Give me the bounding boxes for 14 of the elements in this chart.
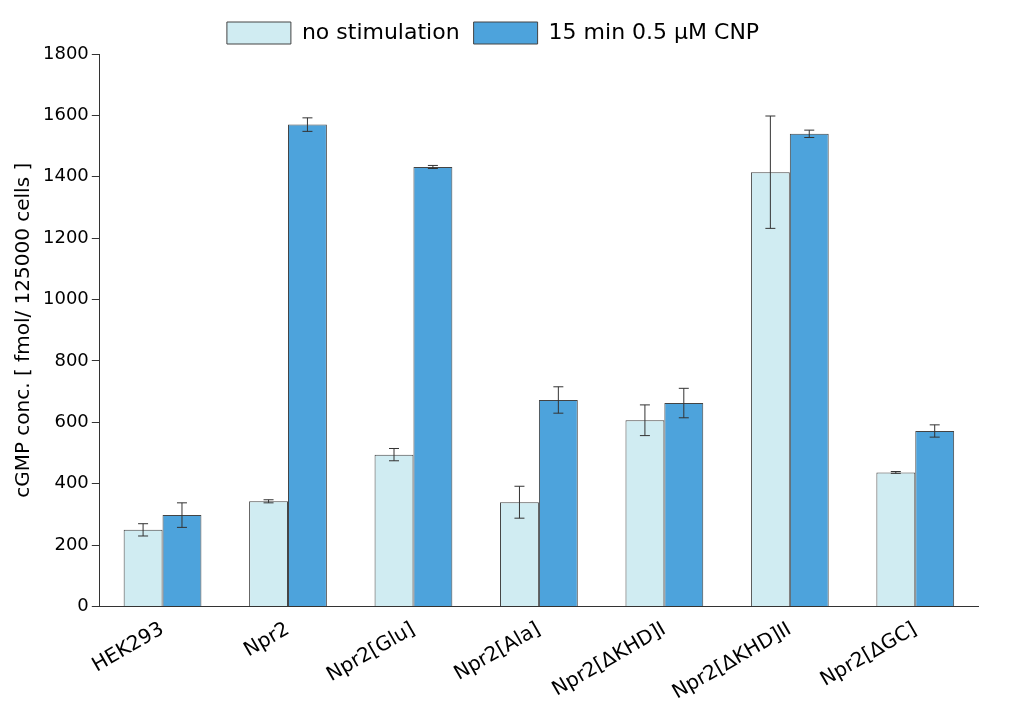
y-tick-label: 200 xyxy=(54,532,89,554)
y-tick-label: 600 xyxy=(54,410,89,432)
y-tick-label: 400 xyxy=(54,471,89,493)
y-tick-label: 1600 xyxy=(43,103,89,125)
y-tick-label: 0 xyxy=(77,594,89,616)
legend-label: no stimulation xyxy=(301,18,460,44)
y-tick-label: 1400 xyxy=(43,164,89,186)
legend-label: 15 min 0.5 µM CNP xyxy=(548,18,760,44)
y-tick-label: 1200 xyxy=(43,225,89,247)
y-tick-label: 1800 xyxy=(43,41,89,63)
x-tick-label: Npr2 xyxy=(239,616,294,662)
y-tick-label: 1000 xyxy=(43,287,89,309)
y-tick-label: 800 xyxy=(54,348,89,370)
y-axis-title: cGMP conc. [ fmol/ 125000 cells ] xyxy=(10,162,35,498)
